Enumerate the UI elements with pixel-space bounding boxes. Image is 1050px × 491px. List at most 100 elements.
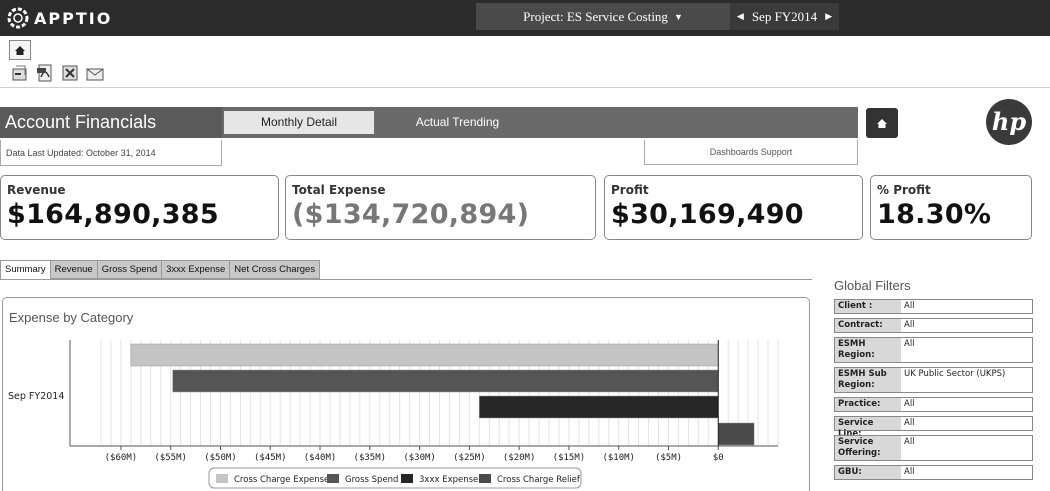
- x-tick-label: ($15M): [553, 453, 586, 463]
- kpi-label: Total Expense: [292, 183, 386, 197]
- filter-row[interactable]: Client : All: [834, 299, 1033, 314]
- chevron-right-icon[interactable]: ▶: [825, 11, 833, 21]
- home-icon[interactable]: [9, 40, 31, 60]
- kpi-label: % Profit: [877, 183, 931, 197]
- global-filters-title: Global Filters: [834, 278, 911, 293]
- filter-label: Service Line:: [835, 417, 901, 439]
- apptio-logo[interactable]: APPTIO: [6, 7, 112, 29]
- legend-swatch: [327, 474, 339, 483]
- x-tick-label: ($45M): [254, 453, 287, 463]
- kpi-value: 18.30%: [877, 199, 992, 230]
- chevron-down-icon: ▼: [673, 11, 683, 22]
- home-button[interactable]: [866, 108, 898, 138]
- legend-label: Cross Charge Expense: [234, 475, 329, 485]
- chart-bar: [172, 369, 719, 393]
- filter-value[interactable]: All: [904, 467, 915, 477]
- filter-label: ESMH Sub Region:: [835, 368, 901, 392]
- x-tick-label: ($40M): [304, 453, 337, 463]
- chart-bar: [479, 395, 719, 419]
- legend-swatch: [216, 474, 228, 483]
- subtabs: Summary Revenue Gross Spend 3xxx Expense…: [0, 260, 321, 279]
- chart-panel: Expense by Category ($60M) ($55M) ($50M) ($…: [2, 297, 810, 491]
- filter-label: Contract:: [835, 319, 901, 332]
- filter-label: GBU:: [835, 466, 901, 479]
- apptio-logo-icon: [7, 7, 29, 29]
- excel-icon[interactable]: [59, 62, 80, 83]
- filter-row[interactable]: GBU: All: [834, 465, 1033, 480]
- tab-revenue[interactable]: Revenue: [50, 260, 98, 279]
- x-tick-label: ($60M): [105, 453, 138, 463]
- filter-row[interactable]: ESMH Region: All: [834, 337, 1033, 363]
- tab-gross-spend[interactable]: Gross Spend: [97, 260, 163, 279]
- legend-label: Gross Spend: [345, 475, 398, 485]
- tab-3xxx-expense[interactable]: 3xxx Expense: [162, 260, 231, 279]
- kpi-value: $30,169,490: [611, 199, 804, 230]
- filter-label: Client :: [835, 300, 901, 313]
- dashboards-support-link[interactable]: Dashboards Support: [644, 140, 858, 165]
- filter-label: Service Offering:: [835, 436, 901, 460]
- project-selector[interactable]: Project: ES Service Costing ▼: [476, 3, 730, 30]
- x-tick-label: $0: [713, 453, 724, 463]
- email-icon[interactable]: [84, 62, 105, 83]
- last-updated-text: Data Last Updated: October 31, 2014: [0, 140, 222, 166]
- legend-label: 3xxx Expense: [419, 475, 478, 485]
- filter-value[interactable]: All: [904, 418, 915, 428]
- kpi-label: Profit: [611, 183, 649, 197]
- expense-chart: ($60M) ($55M) ($50M) ($45M) ($40M) ($35M) ($30…: [8, 340, 779, 489]
- top-bar: APPTIO Project: ES Service Costing ▼ ◀ S…: [0, 0, 1050, 36]
- filter-row[interactable]: Practice: All: [834, 397, 1033, 412]
- x-tick-label: ($20M): [503, 453, 536, 463]
- filter-value[interactable]: All: [904, 339, 915, 349]
- chart-bar: [718, 422, 755, 446]
- legend-swatch: [401, 474, 413, 483]
- divider: [0, 87, 1050, 88]
- filter-value[interactable]: UK Public Sector (UKPS): [904, 369, 1006, 379]
- kpi-profit: Profit $30,169,490: [604, 175, 863, 240]
- kpi-value: $164,890,385: [7, 199, 219, 230]
- period-label: Sep FY2014: [751, 8, 818, 24]
- kpi-revenue: Revenue $164,890,385: [0, 175, 279, 240]
- page-title: Account Financials: [0, 107, 222, 138]
- tab-actual-trending[interactable]: Actual Trending: [415, 115, 500, 129]
- divider: [0, 279, 812, 280]
- kpi-value: ($134,720,894): [292, 199, 530, 230]
- x-tick-label: ($30M): [403, 453, 436, 463]
- logo-text: APPTIO: [34, 8, 113, 28]
- filter-label: ESMH Region:: [835, 338, 901, 362]
- pdf-icon[interactable]: [34, 62, 55, 83]
- filter-value[interactable]: All: [904, 399, 915, 409]
- hp-logo-icon: hp: [986, 99, 1032, 145]
- home-icon: [877, 118, 887, 128]
- export-icon[interactable]: [9, 62, 30, 83]
- project-label: Project: ES Service Costing: [523, 8, 668, 24]
- period-selector[interactable]: ◀ Sep FY2014 ▶: [730, 3, 839, 30]
- chart-bar: [130, 343, 719, 367]
- filter-row[interactable]: Service Line: All: [834, 416, 1033, 439]
- x-tick-label: ($35M): [354, 453, 387, 463]
- filter-value[interactable]: All: [904, 320, 915, 330]
- filter-row[interactable]: Service Offering: All: [834, 435, 1033, 461]
- kpi-label: Revenue: [7, 183, 66, 197]
- legend-swatch: [479, 474, 491, 483]
- legend-label: Cross Charge Relief: [497, 475, 581, 485]
- filter-label: Practice:: [835, 398, 901, 411]
- filter-value[interactable]: All: [904, 437, 915, 447]
- chart-title: Expense by Category: [9, 310, 134, 325]
- x-tick-label: ($25M): [453, 453, 486, 463]
- tab-monthly-detail[interactable]: Monthly Detail: [224, 111, 374, 134]
- filter-value[interactable]: All: [904, 301, 915, 311]
- x-tick-label: ($5M): [655, 453, 682, 463]
- category-label: Sep FY2014: [8, 391, 64, 402]
- kpi-total-expense: Total Expense ($134,720,894): [285, 175, 596, 240]
- filter-row[interactable]: ESMH Sub Region: UK Public Sector (UKPS): [834, 367, 1033, 393]
- svg-text:hp: hp: [992, 107, 1026, 136]
- x-tick-label: ($10M): [602, 453, 635, 463]
- tab-summary[interactable]: Summary: [0, 260, 51, 279]
- tab-net-cross-charges[interactable]: Net Cross Charges: [230, 260, 321, 279]
- toolbar-icons: [9, 62, 105, 83]
- x-tick-label: ($50M): [204, 453, 237, 463]
- filter-row[interactable]: Contract: All: [834, 318, 1033, 333]
- chevron-left-icon[interactable]: ◀: [736, 11, 744, 21]
- x-tick-label: ($55M): [154, 453, 187, 463]
